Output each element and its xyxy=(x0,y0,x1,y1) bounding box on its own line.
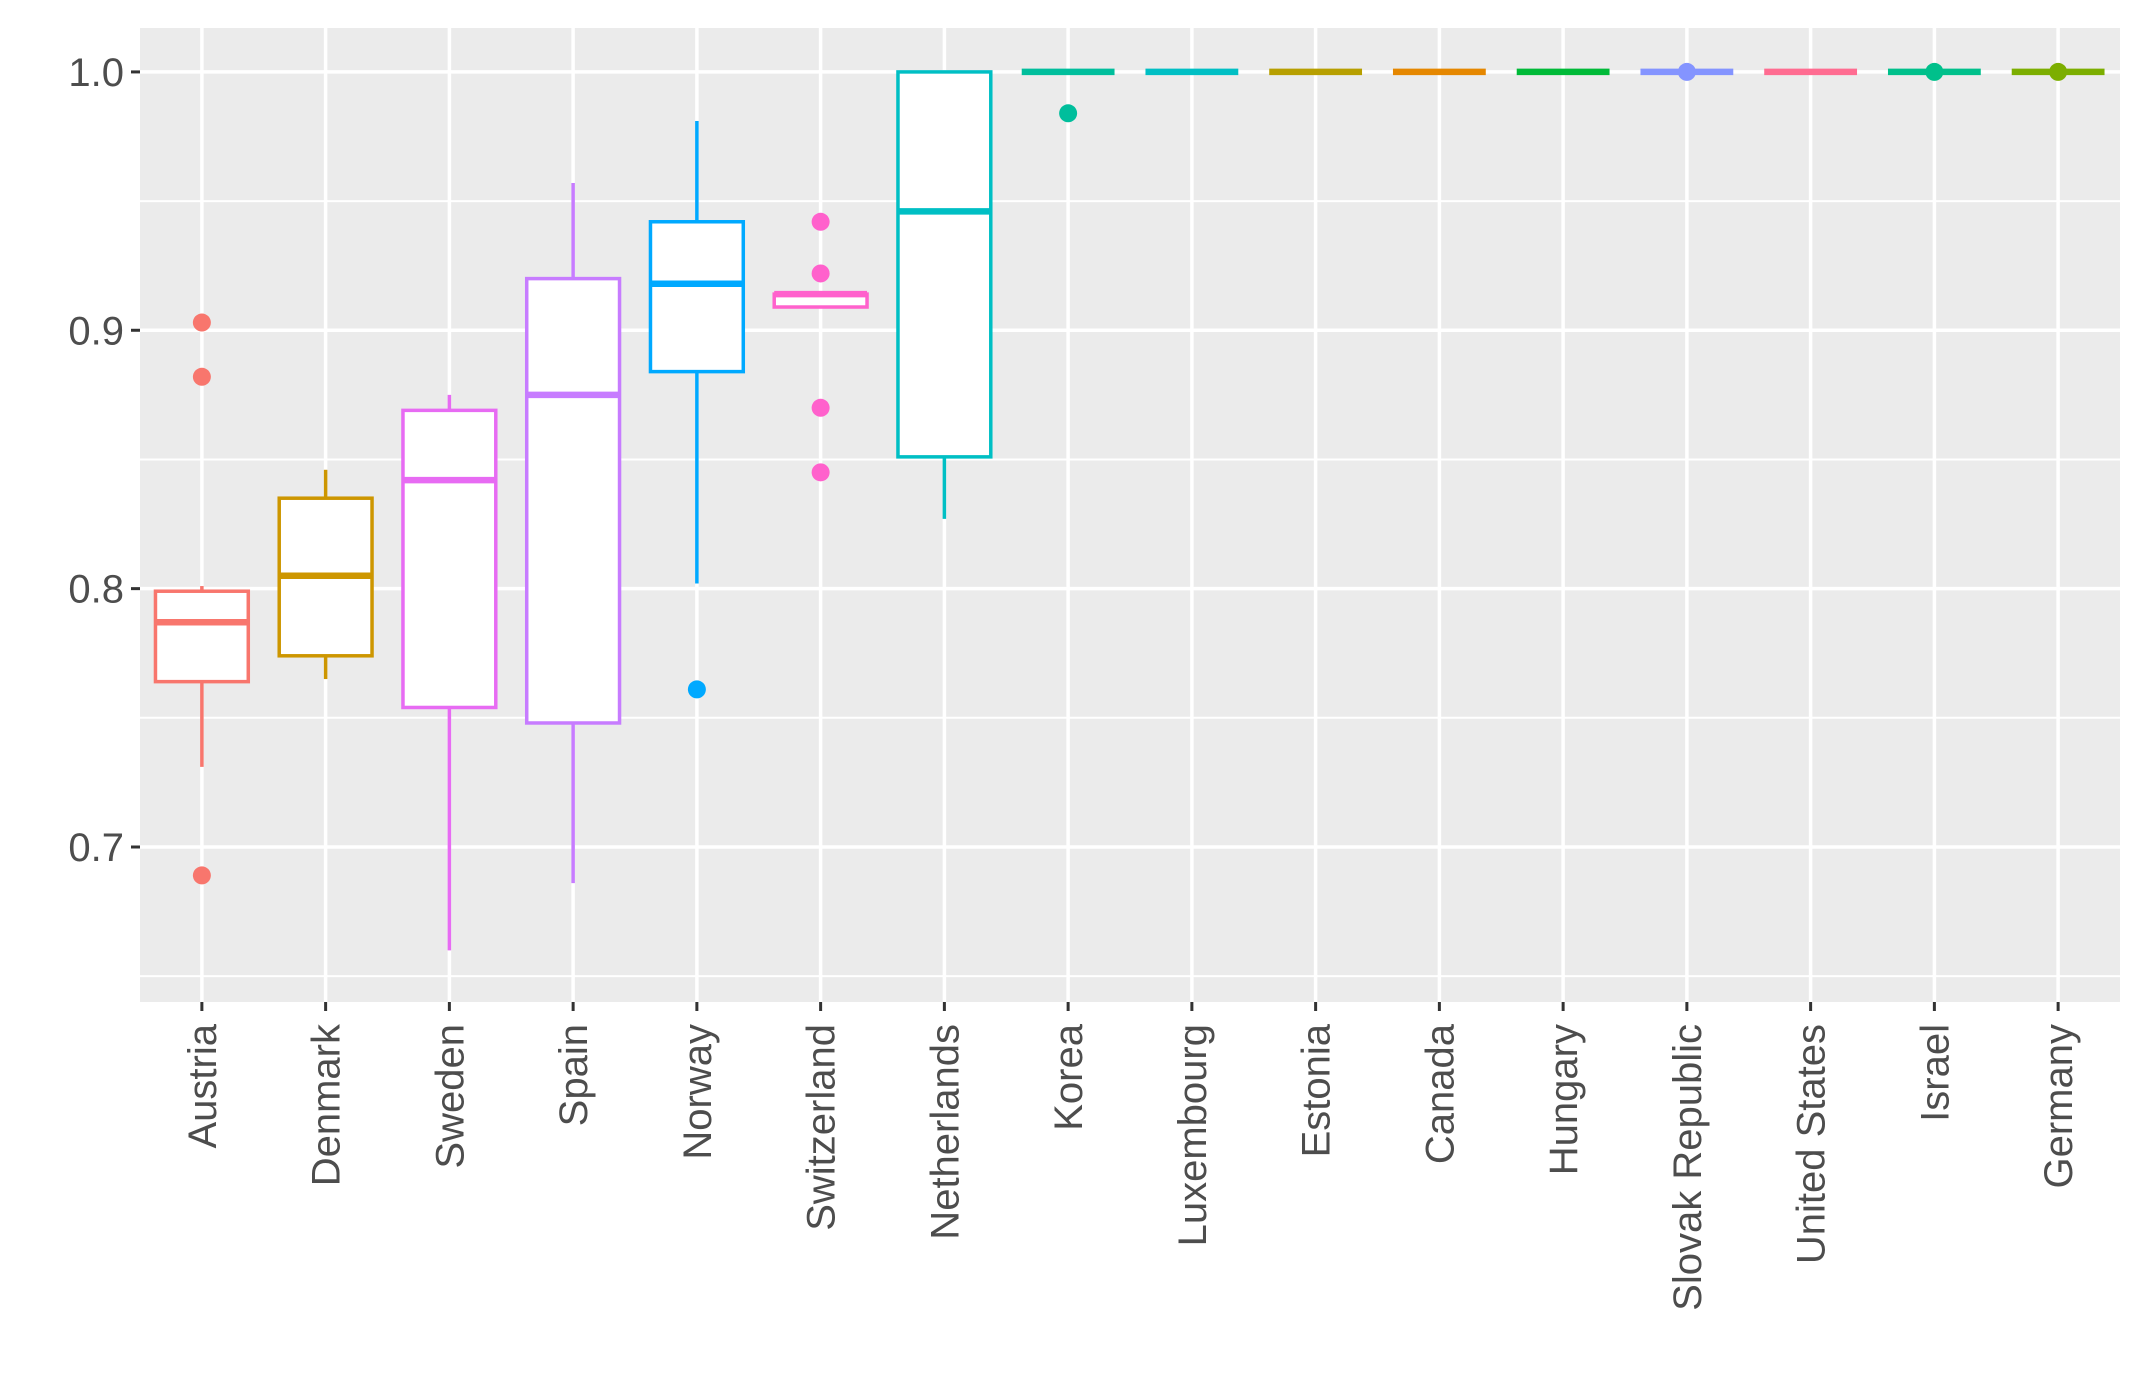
outlier-point xyxy=(1925,62,1944,81)
x-tick-label: Spain xyxy=(552,1024,596,1126)
outlier-point xyxy=(1677,62,1696,81)
box-sweden xyxy=(401,394,498,951)
y-tick-label: 0.9 xyxy=(68,309,124,353)
outlier-point xyxy=(192,866,211,885)
outlier-point xyxy=(192,313,211,332)
outlier-point xyxy=(192,367,211,386)
y-tick-label: 0.8 xyxy=(68,568,124,612)
x-tick-label: Switzerland xyxy=(800,1024,844,1231)
x-tick-label: Luxembourg xyxy=(1171,1024,1215,1246)
box-body xyxy=(524,276,622,725)
x-tick-label: Estonia xyxy=(1295,1023,1339,1157)
box-austria xyxy=(153,313,251,885)
box-korea xyxy=(1021,68,1115,123)
box-denmark xyxy=(277,469,374,680)
outlier-point xyxy=(811,212,830,231)
x-tick-label: Norway xyxy=(676,1024,720,1160)
x-tick-label: Netherlands xyxy=(923,1024,967,1240)
outlier-point xyxy=(2049,62,2068,81)
box-germany xyxy=(2011,62,2105,81)
box-israel xyxy=(1887,62,1981,81)
x-tick-label: Germany xyxy=(2037,1024,2081,1189)
box-body xyxy=(648,220,746,374)
box-body xyxy=(153,589,251,684)
minor-gridlines xyxy=(140,200,2120,978)
box-body xyxy=(401,408,498,710)
y-axis: 0.7 0.8 0.9 1.0 xyxy=(68,51,140,870)
x-axis: Austria Denmark Sweden Spain Norway Switzerla… xyxy=(181,1002,2081,1311)
outlier-point xyxy=(1059,104,1078,123)
box-spain xyxy=(524,183,622,884)
x-tick-label: Austria xyxy=(181,1023,225,1148)
outlier-point xyxy=(811,264,830,283)
x-tick-label: Hungary xyxy=(1542,1024,1586,1175)
x-tick-label: Korea xyxy=(1047,1023,1091,1130)
x-tick-label: Canada xyxy=(1418,1023,1462,1164)
outlier-point xyxy=(687,680,706,699)
x-tick-label: United States xyxy=(1790,1024,1834,1264)
y-tick-label: 1.0 xyxy=(68,51,124,95)
box-body xyxy=(896,70,993,459)
box-norway xyxy=(648,121,746,699)
x-tick-label: Israel xyxy=(1913,1024,1957,1122)
x-tick-label: Sweden xyxy=(428,1024,472,1169)
outlier-point xyxy=(811,463,830,482)
box-switzerland xyxy=(772,212,869,482)
outlier-point xyxy=(811,398,830,417)
y-tick-label: 0.7 xyxy=(68,826,124,870)
x-tick-label: Denmark xyxy=(305,1023,349,1186)
x-tick-label: Slovak Republic xyxy=(1666,1024,1710,1311)
box-series xyxy=(153,62,2105,951)
box-netherlands xyxy=(896,70,993,519)
box-slovak-republic xyxy=(1640,62,1734,81)
